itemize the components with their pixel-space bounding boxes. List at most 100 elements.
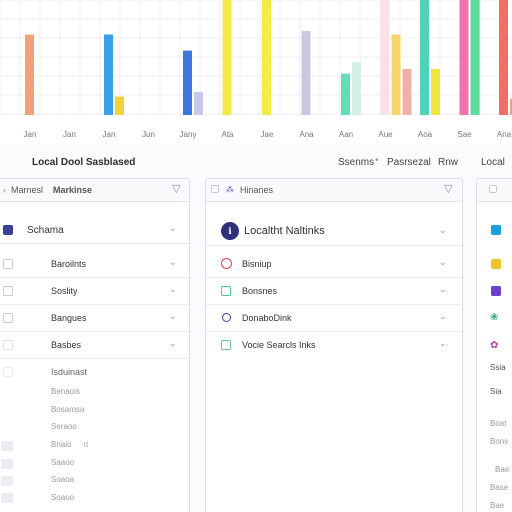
bar[interactable] [25,34,34,116]
bar[interactable] [104,34,113,116]
x-tick-label: Ata [221,130,234,139]
list-item-label: Soslity [51,286,78,296]
ghost-item: Soaoo [51,493,75,502]
checkbox[interactable] [3,313,13,323]
x-tick-label: Ana [497,130,512,139]
x-tick-label: Jun [142,130,155,139]
checkbox[interactable] [221,286,231,296]
list-item[interactable]: Bangues ⌄ [0,305,189,332]
bar[interactable] [380,0,390,115]
list-item[interactable]: Basbes ⌄ [0,332,189,359]
list-item[interactable]: Schama ⌄ [0,217,189,244]
bar[interactable] [301,31,311,115]
ghost-item: Boat [490,419,507,428]
x-tick-label: Ana [299,130,314,139]
checkbox[interactable] [3,259,13,269]
x-tick-label: Jany [180,130,197,139]
nodes-icon: ⁂ [226,185,234,194]
x-tick-label: Sae [457,130,472,139]
header-link-4[interactable]: Local [481,157,505,168]
list-item[interactable]: DonaboDink ⌄ [206,305,462,332]
list-item-label: Baroilnts [51,259,87,269]
checkbox[interactable] [3,340,13,350]
list-item[interactable]: Isduinast [0,359,189,385]
checkbox[interactable] [489,185,497,193]
ghost-item: Ssia [490,363,506,372]
left-header-chev: ‹ [3,185,6,195]
ghost-item: Bosamsa [51,405,85,414]
bar[interactable] [262,0,271,115]
color-tag-icon [491,225,501,235]
bar[interactable] [391,34,401,116]
bar[interactable] [115,96,124,115]
info-icon: ℹ [221,222,239,240]
chevron-down-icon[interactable]: ⌄ [169,284,177,294]
list-item-label: Bonsnes [242,286,278,296]
header-link-2[interactable]: Pasrsezal [387,157,431,168]
list-item[interactable]: Soslity ⌄ [0,278,189,305]
list-item-label: DonaboDink [242,313,292,323]
chevron-down-icon[interactable]: ⌄ [169,223,177,233]
chevron-down-icon[interactable]: ⌄ [439,311,447,321]
chevron-down-icon[interactable]: ⌄ [439,257,447,267]
chevron-down-icon[interactable]: ⌄ [439,338,447,348]
checkbox[interactable] [221,340,231,350]
x-tick-label: Jan [63,130,76,139]
section-header: Local Dool Sasblased Ssenms • Pasrsezal … [0,150,512,174]
ghost-box [1,493,13,503]
x-tick-label: Aoa [418,130,433,139]
checkbox[interactable] [211,185,219,193]
chevron-down-icon[interactable]: ⌄ [169,338,177,348]
list-item[interactable]: ℹ Localtht Naltinks ⌄ [206,217,462,246]
ghost-box [1,476,13,486]
header-link-1[interactable]: Ssenms [338,157,375,168]
bar[interactable] [194,92,203,115]
bar[interactable] [431,69,440,115]
chevron-down-icon[interactable]: ⌄ [439,284,447,294]
ghost-item: Seraoo [51,422,77,431]
x-tick-label: Aan [339,130,353,139]
ghost-item: Base [490,483,509,492]
checkbox[interactable] [3,367,13,377]
filter-icon[interactable]: ▽ [172,183,181,195]
list-item-label: Bisniup [242,259,272,269]
left-header-label-2: Markinse [53,185,93,195]
header-link-3[interactable]: Rnw [438,157,459,168]
tag-icon: ✿ [490,340,499,351]
bar[interactable] [183,50,192,115]
leaf-icon: ❀ [490,312,499,323]
middle-header-label: Hinanes [240,185,274,195]
chevron-down-icon[interactable]: ⌄ [439,225,447,235]
bar[interactable] [470,0,480,115]
schema-icon [3,225,13,235]
bar[interactable] [459,0,469,115]
chevron-down-icon[interactable]: ⌄ [169,257,177,267]
ghost-box [1,459,13,469]
list-item-label: Schama [27,225,64,236]
bar[interactable] [341,73,350,115]
bar-chart: Jan Jan Jan Jun Jany Ata Jae Ana Aan Aue Aoa Sae Ana [0,0,512,145]
color-tag-icon [491,259,501,269]
checkbox[interactable] [3,286,13,296]
ghost-item: Sia [490,387,502,396]
bar[interactable] [402,69,412,115]
list-item[interactable]: Bisniup ⌄ [206,251,462,278]
bar[interactable] [510,98,512,115]
filter-icon[interactable]: ▽ [444,183,453,195]
ghost-item: Saaoo [51,458,75,467]
left-panel-header: ‹ Marnesl Markinse ▽ [0,179,189,202]
middle-panel-header: ⁂ Hinanes ▽ [206,179,462,202]
list-item[interactable]: Vocie Searcls Inks ⌄ [206,332,462,358]
bar[interactable] [420,0,429,115]
ghost-item: Benaois [51,387,80,396]
bar-chart-svg: Jan Jan Jan Jun Jany Ata Jae Ana Aan Aue Aoa Sae Ana [0,0,512,139]
bar[interactable] [499,0,508,115]
circle-icon [221,258,232,269]
bar[interactable] [222,0,232,115]
bar[interactable] [352,62,361,115]
ghost-item: Bons [490,437,509,446]
ghost-item: Bae [495,465,510,474]
list-item[interactable]: Baroilnts ⌄ [0,251,189,278]
chevron-down-icon[interactable]: ⌄ [169,311,177,321]
list-item[interactable]: Bonsnes ⌄ [206,278,462,305]
